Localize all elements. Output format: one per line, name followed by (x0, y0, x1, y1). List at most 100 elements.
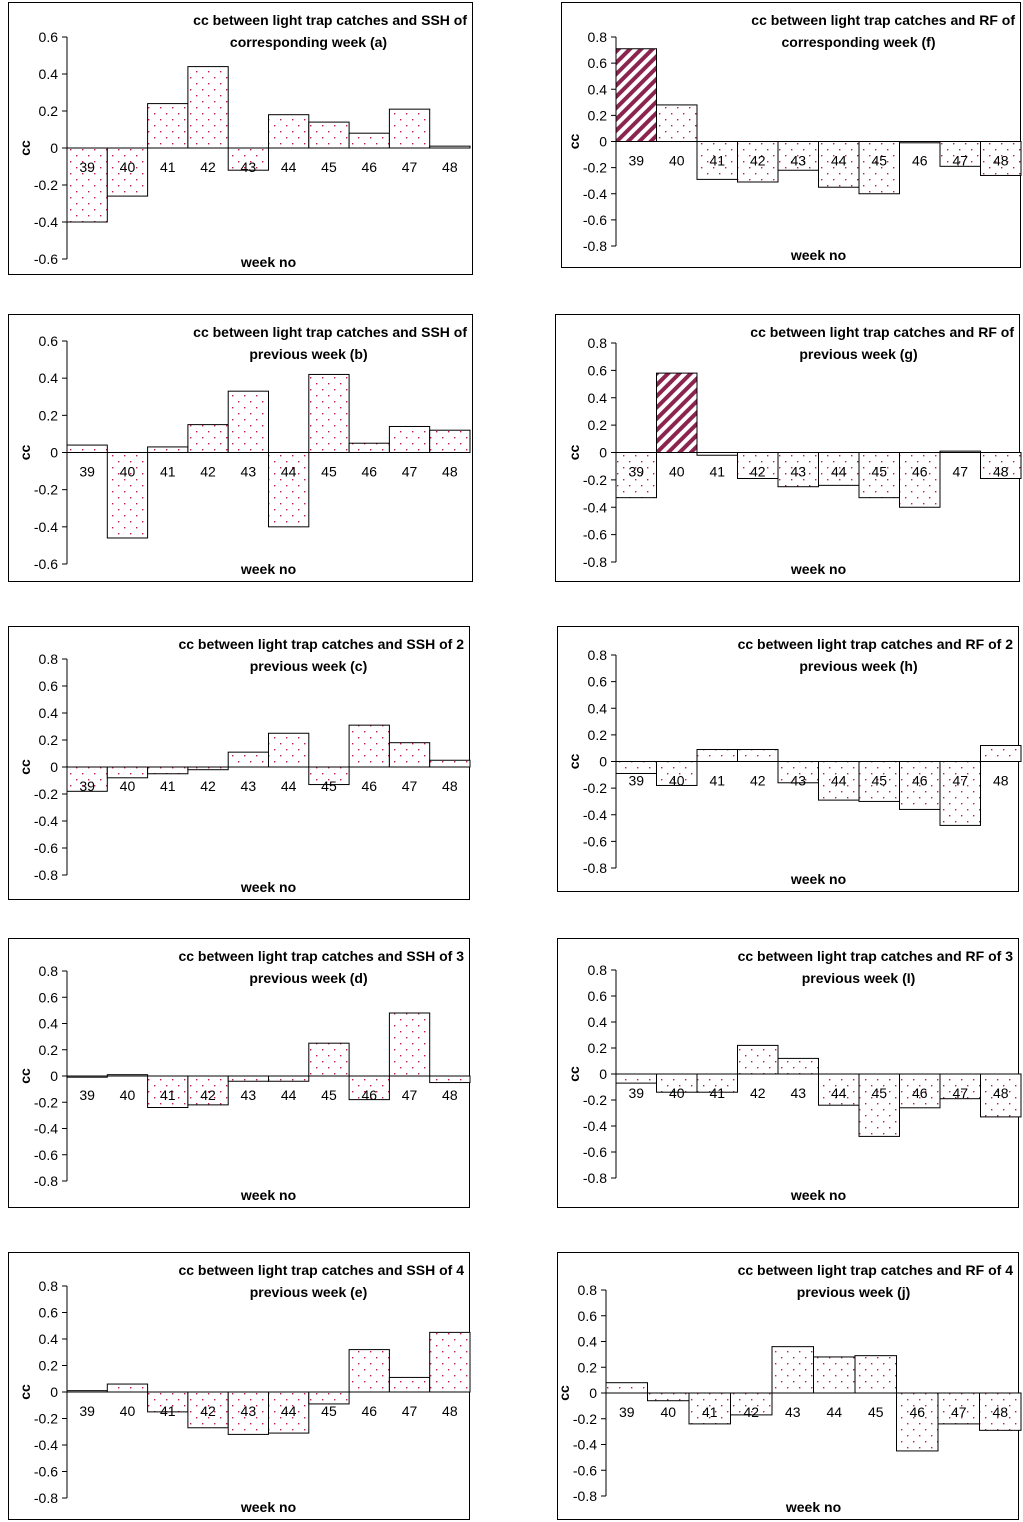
y-tick-label: 0 (50, 140, 58, 156)
x-category-label: 40 (660, 1404, 676, 1420)
x-category-label: 46 (912, 773, 928, 789)
y-tick-label: -0.2 (573, 1411, 597, 1427)
y-tick-label: -0.6 (34, 251, 58, 267)
chart-frame (557, 626, 1019, 892)
y-tick-label: -0.2 (34, 482, 58, 498)
y-tick-label: 0 (599, 754, 607, 770)
bar-week-41 (688, 1392, 731, 1425)
chart-title-line: cc between light trap catches and SSH of (193, 324, 467, 340)
x-axis-label: week no (790, 561, 846, 577)
y-tick-label: 0 (50, 1068, 58, 1084)
bar-week-43 (227, 1391, 269, 1435)
y-tick-label: 0.8 (39, 963, 59, 979)
x-category-label: 39 (628, 773, 644, 789)
y-tick-label: 0.2 (39, 1042, 59, 1058)
chart-title-line: cc between light trap catches and RF of … (738, 636, 1014, 652)
y-tick-label: 0.8 (588, 29, 608, 45)
x-category-label: 47 (951, 1404, 967, 1420)
bar-week-47 (937, 1392, 980, 1425)
y-tick-label: -0.6 (34, 840, 58, 856)
x-category-label: 42 (750, 1085, 766, 1101)
y-tick-label: 0 (599, 134, 607, 150)
y-tick-label: 0.8 (578, 1282, 598, 1298)
y-tick-label: 0.8 (39, 651, 59, 667)
bar-week-42 (187, 424, 229, 453)
x-category-label: 39 (79, 778, 95, 794)
bar-week-48 (980, 745, 1022, 763)
chart-j: 0.8 0.6 0.4 0.2 0 -0.2 -0.4 -0.6 -0.8 cc 39 40 41 42 4… (556, 1252, 1022, 1520)
x-category-label: 42 (750, 464, 766, 480)
x-category-label: 45 (321, 464, 337, 480)
chart-title-line: cc between light trap catches and RF of … (738, 948, 1014, 964)
bar-week-46 (896, 1392, 939, 1452)
bar-week-45 (858, 141, 900, 195)
x-category-label: 39 (79, 159, 95, 175)
x-category-label: 48 (442, 1403, 458, 1419)
y-tick-label: -0.4 (34, 813, 58, 829)
x-category-label: 42 (200, 778, 216, 794)
x-category-label: 47 (402, 1403, 418, 1419)
x-category-label: 40 (669, 1085, 685, 1101)
bar-week-47 (939, 1073, 981, 1100)
bar-week-41 (147, 446, 189, 454)
y-tick-label: -0.6 (34, 1147, 58, 1163)
chart-title-line: previous week (h) (799, 658, 917, 674)
bar-week-45 (308, 1042, 350, 1077)
y-tick-label: -0.2 (583, 472, 607, 488)
chart-title-line: previous week (b) (249, 346, 367, 362)
bar-week-42 (737, 1044, 779, 1075)
chart-b: 0.6 0.4 0.2 0 -0.2 -0.4 -0.6 cc 39 40 41 42 43 44 45 46… (8, 314, 473, 582)
bar-week-41 (147, 766, 189, 775)
x-category-label: 43 (790, 153, 806, 169)
bar-week-45 (308, 121, 350, 149)
x-category-label: 45 (868, 1404, 884, 1420)
bar-week-47 (388, 108, 431, 149)
x-category-label: 46 (912, 1085, 928, 1101)
y-tick-label: 0.2 (578, 1359, 598, 1375)
bar-week-44 (268, 452, 310, 528)
y-tick-label: 0.6 (588, 362, 608, 378)
chart-title-line: previous week (c) (250, 658, 368, 674)
y-tick-label: -0.4 (34, 1437, 58, 1453)
x-category-label: 44 (281, 159, 297, 175)
chart-frame (555, 314, 1020, 582)
bar-week-45 (858, 452, 900, 499)
x-category-label: 42 (200, 1087, 216, 1103)
bar-week-48 (429, 429, 471, 453)
x-category-label: 46 (361, 464, 377, 480)
bar-week-43 (777, 452, 819, 488)
y-tick-label: -0.6 (34, 556, 58, 572)
y-tick-label: 0.4 (578, 1334, 598, 1350)
x-category-label: 41 (709, 1085, 725, 1101)
x-category-label: 42 (750, 153, 766, 169)
x-category-label: 39 (79, 1403, 95, 1419)
x-category-label: 45 (871, 1085, 887, 1101)
bar-week-46 (348, 132, 390, 149)
x-category-label: 47 (952, 773, 968, 789)
x-category-label: 48 (993, 464, 1009, 480)
x-category-label: 43 (790, 773, 806, 789)
x-category-label: 47 (952, 464, 968, 480)
y-tick-label: -0.4 (583, 499, 607, 515)
x-category-label: 48 (442, 464, 458, 480)
bar-week-43 (227, 390, 269, 454)
chart-title-line: cc between light trap catches and RF of (751, 12, 1015, 28)
x-axis-label: week no (240, 1187, 296, 1203)
x-category-label: 41 (709, 153, 725, 169)
y-tick-label: 0.6 (39, 333, 59, 349)
x-category-label: 41 (160, 159, 176, 175)
chart-h: 0.8 0.6 0.4 0.2 0 -0.2 -0.4 -0.6 -0.8 cc 39 40 41 42 4… (557, 626, 1022, 892)
y-axis-label: cc (17, 140, 33, 156)
y-axis-label: cc (17, 1068, 33, 1084)
x-category-label: 43 (241, 778, 257, 794)
chart-e: 0.8 0.6 0.4 0.2 0 -0.2 -0.4 -0.6 -0.8 cc 39 40 41 42 4… (8, 1252, 471, 1520)
x-category-label: 43 (241, 159, 257, 175)
bar-week-40 (656, 104, 698, 143)
y-tick-label: 0.8 (39, 1278, 59, 1294)
chart-title-line: previous week (g) (799, 346, 917, 362)
y-tick-label: -0.8 (583, 860, 607, 876)
bar-week-47 (388, 425, 431, 453)
x-axis-label: week no (790, 1187, 846, 1203)
x-category-label: 46 (361, 1087, 377, 1103)
y-tick-label: -0.2 (583, 160, 607, 176)
